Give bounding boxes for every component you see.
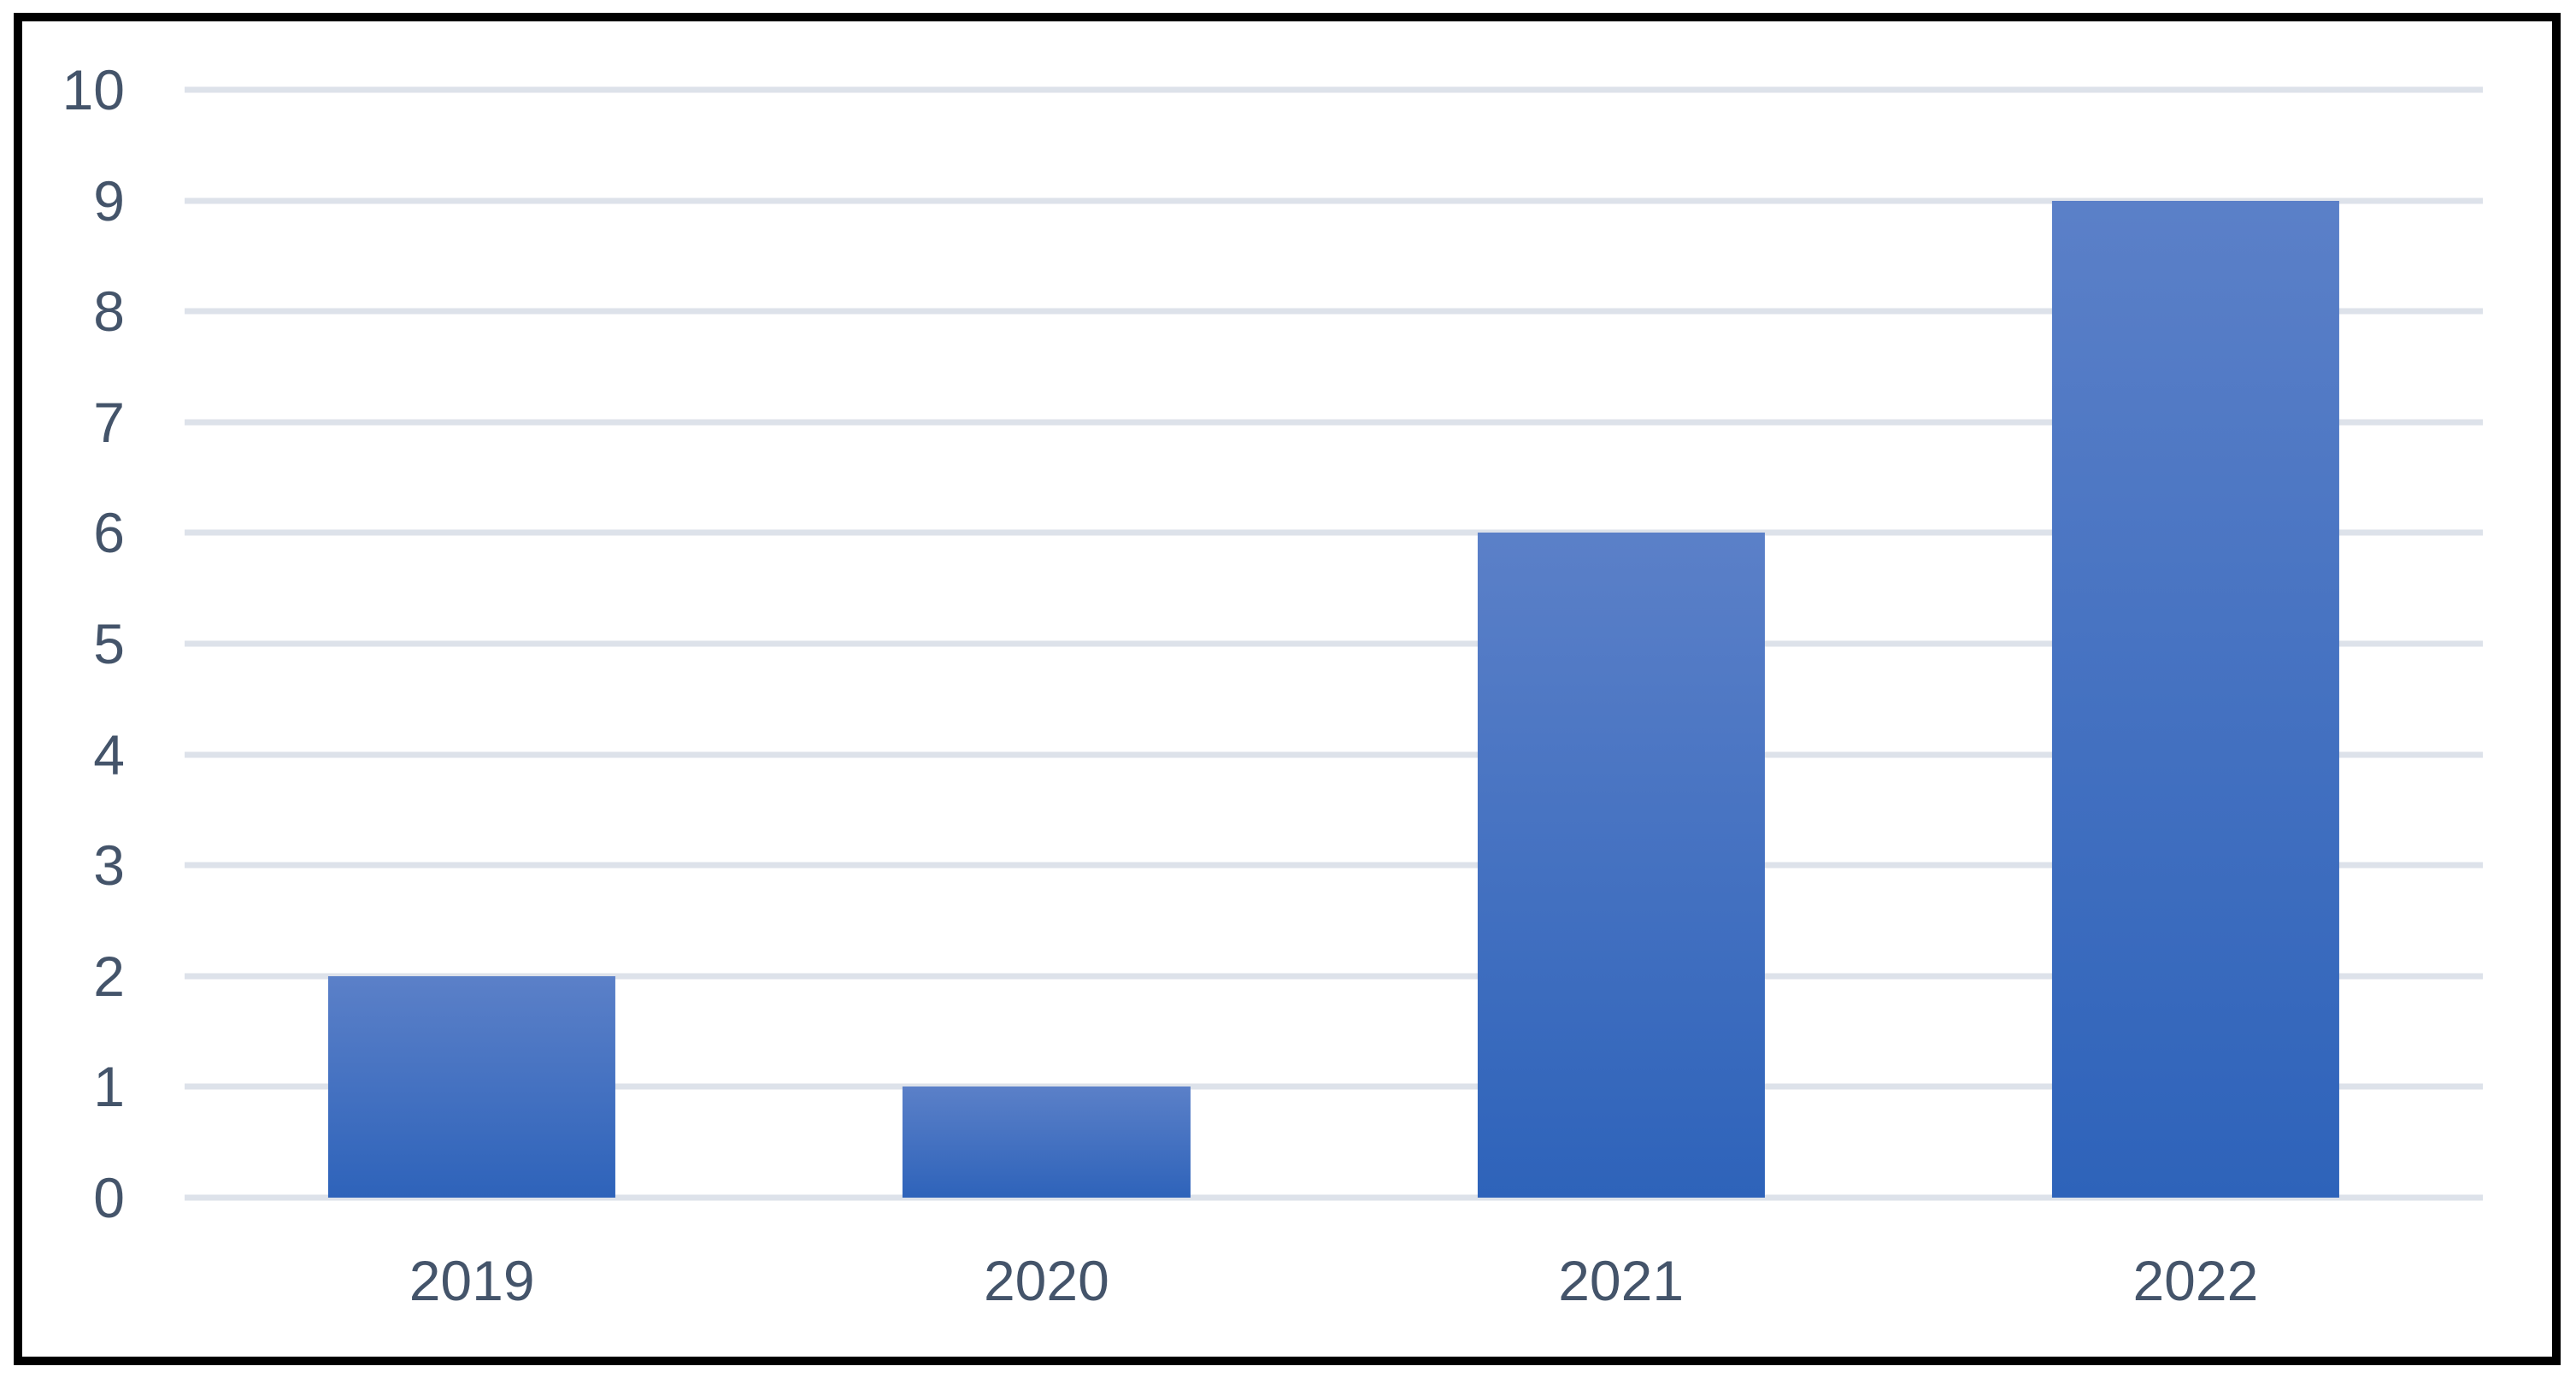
gridline-y4 (185, 751, 2483, 758)
y-tick-label-5: 5 (93, 612, 125, 675)
gridline-y7 (185, 419, 2483, 426)
x-category-label-2021: 2021 (1558, 1249, 1685, 1312)
y-tick-label-9: 9 (93, 168, 125, 233)
bar-2020 (903, 1086, 1191, 1198)
gridline-y2 (185, 973, 2483, 980)
plot-area (185, 86, 2483, 1201)
y-tick-label-1: 1 (93, 1055, 125, 1119)
x-category-label-2019: 2019 (409, 1249, 535, 1312)
bar-2022 (2051, 200, 2339, 1198)
y-tick-label-7: 7 (93, 390, 125, 454)
y-tick-label-4: 4 (93, 722, 125, 786)
gridline-y5 (185, 640, 2483, 647)
bar-2021 (1477, 533, 1765, 1198)
gridline-y10 (185, 86, 2483, 93)
bar-2019 (328, 975, 616, 1198)
x-axis-category-labels: 2019 2020 2021 2022 (185, 1246, 2483, 1315)
x-category-label-2022: 2022 (2132, 1249, 2259, 1312)
gridline-y3 (185, 862, 2483, 869)
y-tick-label-10: 10 (62, 58, 125, 121)
y-tick-label-0: 0 (93, 1166, 125, 1229)
gridline-y0 (185, 1194, 2483, 1201)
x-category-label-2020: 2020 (983, 1249, 1109, 1312)
gridline-y9 (185, 197, 2483, 204)
y-axis-tick-labels: 0 1 2 3 4 5 6 7 8 9 10 (0, 62, 125, 1226)
y-tick-label-6: 6 (93, 501, 125, 565)
gridline-y6 (185, 529, 2483, 536)
y-tick-label-8: 8 (93, 280, 125, 344)
y-tick-label-2: 2 (93, 944, 125, 1008)
y-tick-label-3: 3 (93, 833, 125, 898)
gridline-y8 (185, 308, 2483, 315)
chart-border-frame (14, 13, 2561, 1365)
gridline-y1 (185, 1083, 2483, 1090)
